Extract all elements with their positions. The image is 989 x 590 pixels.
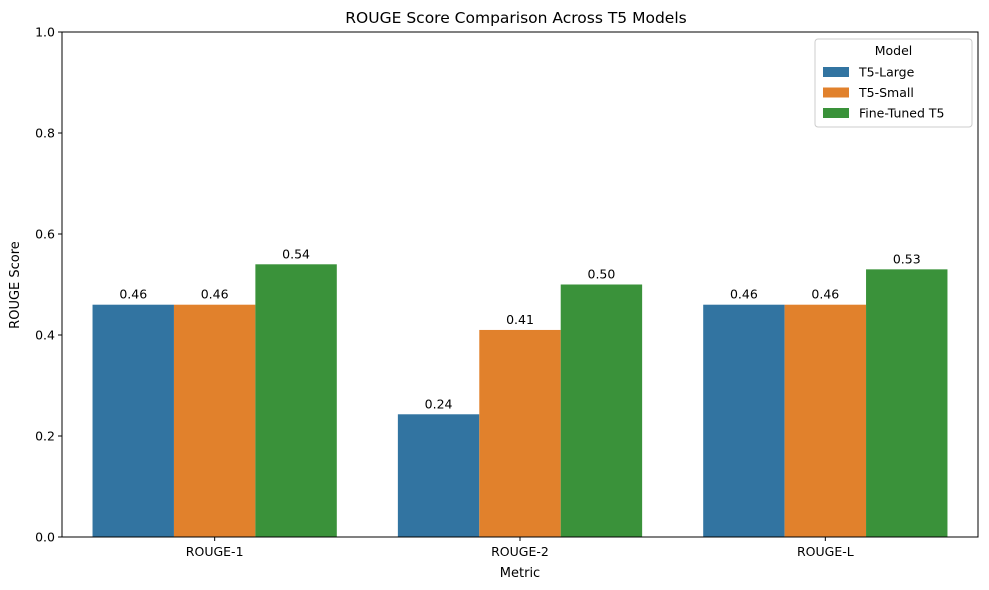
bar-t5-large-rouge-1: [92, 304, 174, 537]
y-tick-label: 0.4: [35, 328, 55, 343]
data-label: 0.53: [893, 251, 921, 266]
data-label: 0.50: [588, 267, 616, 282]
chart-title: ROUGE Score Comparison Across T5 Models: [345, 9, 686, 27]
bar-t5-large-rouge-l: [703, 304, 785, 537]
legend-box: [814, 38, 973, 128]
y-tick-label: 0.0: [35, 530, 55, 545]
y-tick-label: 0.8: [35, 126, 55, 141]
bar-fine-tuned-t5-rouge-2: [560, 284, 643, 537]
data-label: 0.46: [119, 287, 147, 302]
data-label: 0.46: [811, 287, 839, 302]
bar-t5-small-rouge-l: [784, 304, 867, 537]
y-tick-label: 0.6: [35, 227, 55, 242]
plot-area: 0.46 0.24 0.46 0.46 0.41 0.46 0.54 0.50 0.53 0.0 0…: [35, 25, 979, 559]
bar-t5-large-rouge-2: [397, 414, 480, 537]
x-tick-label: ROUGE-2: [491, 544, 549, 559]
x-tick-label: ROUGE-1: [186, 544, 244, 559]
data-label: 0.46: [730, 287, 758, 302]
data-label: 0.24: [425, 396, 453, 411]
bar-fine-tuned-t5-rouge-1: [255, 264, 337, 537]
legend-entry: Fine-Tuned T5: [859, 106, 945, 121]
bar-t5-small-rouge-2: [479, 329, 561, 537]
legend-title: Model: [875, 43, 913, 58]
y-tick-label: 1.0: [35, 25, 55, 40]
bar-t5-small-rouge-1: [173, 304, 256, 537]
bar-fine-tuned-t5-rouge-l: [866, 269, 948, 537]
data-label: 0.41: [506, 312, 534, 327]
y-axis-label: ROUGE Score: [8, 241, 23, 329]
data-label: 0.54: [282, 246, 310, 261]
legend-entry: T5-Small: [858, 85, 914, 100]
x-tick-label: ROUGE-L: [797, 544, 854, 559]
legend-swatch: [823, 67, 849, 77]
y-tick-label: 0.2: [35, 429, 55, 444]
legend-swatch: [823, 108, 849, 118]
legend: Model T5-Large T5-Small Fine-Tuned T5: [814, 38, 973, 128]
legend-swatch: [823, 87, 849, 98]
x-axis-label: Metric: [500, 566, 540, 581]
legend-entry: T5-Large: [858, 65, 915, 80]
data-label: 0.46: [201, 287, 229, 302]
